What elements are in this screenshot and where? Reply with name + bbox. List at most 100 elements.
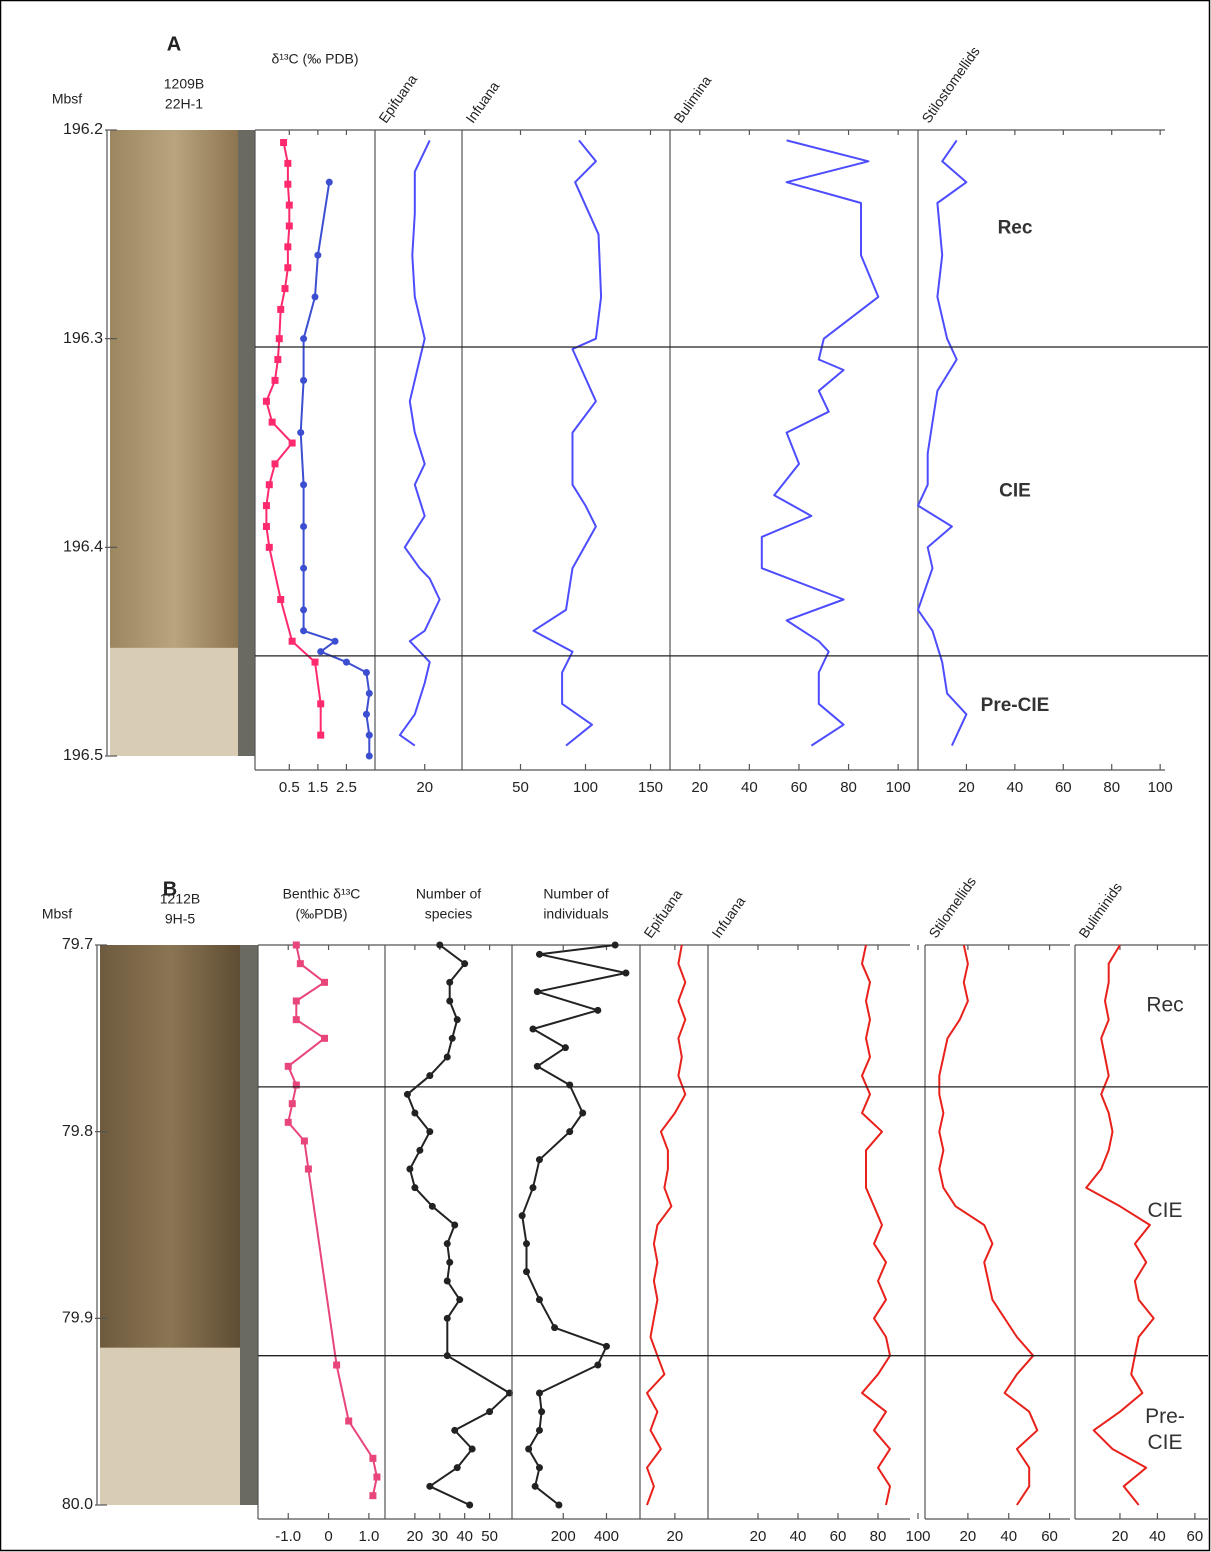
x-tick-label: 100 [1148,779,1173,796]
track-title: Number of [416,886,481,902]
track-title: Bulimina [670,73,714,126]
series-line [917,139,968,747]
marker [321,978,329,986]
track-title: Epifuana [375,71,420,126]
marker [345,1417,353,1425]
track-title: individuals [543,906,608,922]
zone-label: CIE [1147,1431,1182,1454]
marker [529,1184,537,1192]
panel-label: B [163,878,177,900]
series-line [521,944,627,1506]
marker [436,941,444,949]
zone-label: Pre-CIE [981,695,1050,716]
x-tick-label: 0 [324,1528,332,1545]
marker [285,222,293,230]
marker [551,1324,559,1332]
marker [284,180,292,188]
y-tick-label: 196.3 [63,330,103,347]
marker [533,988,541,996]
series-line [760,139,880,747]
x-tick-label: 200 [551,1528,576,1545]
marker [538,1408,546,1416]
marker [411,1184,419,1192]
marker [518,1212,526,1220]
marker [311,658,319,666]
zone-label: CIE [1147,1199,1182,1222]
core-id: 1209B [164,76,204,92]
x-tick-label: 150 [638,779,663,796]
track-title: species [425,906,472,922]
x-tick-label: 100 [905,1528,930,1545]
marker [331,637,339,645]
track-title: Infuana [708,893,748,941]
x-tick-label: 60 [1187,1528,1204,1545]
marker [284,243,292,251]
marker [284,264,292,272]
marker [311,293,319,301]
marker [365,752,373,760]
marker [268,418,276,426]
marker [274,356,282,364]
x-tick-label: 40 [1000,1528,1017,1545]
marker [365,731,373,739]
x-tick-label: 20 [667,1528,684,1545]
marker [443,1277,451,1285]
marker [426,1072,434,1080]
core-id: 9H-5 [165,911,196,927]
marker [448,1034,456,1042]
marker [535,950,543,958]
marker [325,178,333,186]
marker [453,1016,461,1024]
marker [594,1006,602,1014]
track-title: Epifuana [640,886,685,941]
marker [281,285,289,293]
marker [451,1221,459,1229]
series-line [532,139,603,747]
y-tick-label: 196.5 [63,747,103,764]
marker [284,159,292,167]
marker [403,1090,411,1098]
core-ruler [240,945,258,1505]
marker [535,1156,543,1164]
x-tick-label: 40 [1149,1528,1166,1545]
marker [522,1240,530,1248]
marker [284,1062,292,1070]
marker [411,1109,419,1117]
marker [265,543,273,551]
marker [280,139,288,147]
marker [288,1100,296,1108]
zone-label: Rec [998,218,1033,239]
marker [369,1492,377,1500]
marker [262,522,270,530]
x-tick-label: 50 [481,1528,498,1545]
x-tick-label: 40 [741,779,758,796]
marker [426,1482,434,1490]
marker [529,1025,537,1033]
marker [451,1426,459,1434]
marker [292,941,300,949]
series-line [1085,944,1155,1506]
marker [506,1389,514,1397]
x-tick-label: 80 [1103,779,1120,796]
marker [406,1165,414,1173]
marker [466,1501,474,1509]
marker [288,439,296,447]
marker [300,606,308,614]
marker [525,1445,533,1453]
marker [284,1118,292,1126]
x-tick-label: -1.0 [275,1528,301,1545]
x-tick-label: 2.5 [336,779,357,796]
marker [300,376,308,384]
marker [300,627,308,635]
marker [362,710,370,718]
x-tick-label: 20 [416,779,433,796]
marker [262,502,270,510]
series-line [406,944,511,1506]
y-tick-label: 196.4 [63,539,103,556]
marker [300,1137,308,1145]
marker [314,251,322,259]
x-tick-label: 1.0 [358,1528,379,1545]
marker [285,201,293,209]
